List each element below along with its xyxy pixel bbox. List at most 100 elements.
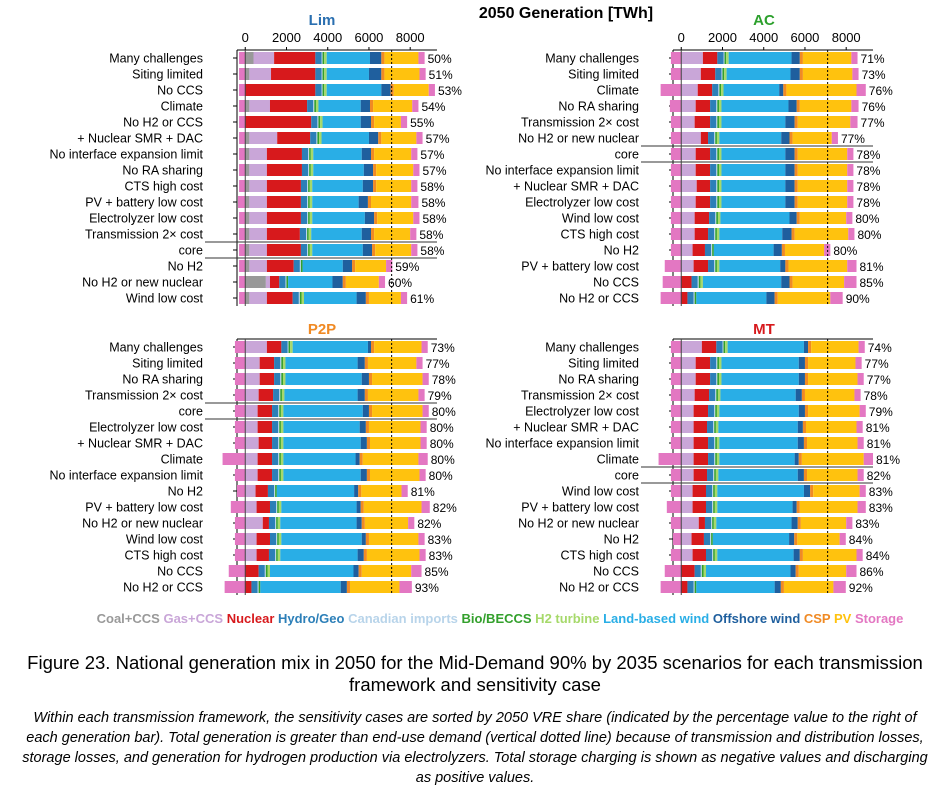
bar-segment-h2-turbine — [718, 148, 722, 160]
bar-segment-canadian-imports — [321, 84, 323, 96]
bar-segment-storage-charging — [237, 485, 246, 497]
legend-item-land-based-wind: Land-based wind — [599, 611, 709, 626]
bar-segment-nuclear — [245, 565, 259, 577]
bar-segment-canadian-imports — [278, 469, 280, 481]
bar-segment-land-based-wind — [313, 148, 362, 160]
bar-segment-csp — [794, 148, 798, 160]
bar-segment-pv — [797, 533, 840, 545]
bar-segment-bio-beccs — [281, 373, 283, 385]
bar-segment-csp — [366, 437, 370, 449]
bar-segment-offshore-wind — [798, 405, 805, 417]
bar-segment-storage — [410, 228, 417, 240]
bar-segment-nuclear — [691, 533, 704, 545]
bar-segment-canadian-imports — [274, 485, 276, 497]
bar-segment-gas-ccs — [249, 196, 267, 208]
category-label: No H2 or CCS — [559, 581, 639, 595]
bar-segment-gas-ccs — [245, 421, 258, 433]
bar-segment-storage-charging — [670, 196, 682, 208]
vre-share-label: 77% — [841, 132, 865, 146]
bar-segment-canadian-imports — [275, 549, 277, 561]
bar-segment-h2-turbine — [324, 68, 327, 80]
bar-segment-offshore-wind — [332, 276, 343, 288]
legend-item-offshore-wind: Offshore wind — [709, 611, 800, 626]
bar-segment-land-based-wind — [283, 437, 361, 449]
bar-segment-pv — [367, 357, 417, 369]
bar-segment-h2-turbine — [716, 437, 720, 449]
bar-segment-nuclear — [695, 373, 711, 385]
bar-segment-offshore-wind — [340, 581, 347, 593]
bar-segment-nuclear — [245, 581, 252, 593]
bar-segment-csp — [361, 517, 365, 529]
bar-segment-pv — [807, 469, 858, 481]
bar-segment-csp — [342, 276, 346, 288]
bar-segment-h2-turbine — [714, 501, 718, 513]
bar-segment-land-based-wind — [719, 437, 798, 449]
bar-segment-storage-charging — [670, 389, 682, 401]
generation-chart: 2050 Generation [TWh] Lim 0 2000 4000 6000 800… — [49, 5, 903, 626]
bar-segment-hydro-geo — [274, 373, 281, 385]
bar-segment-hydro-geo — [708, 405, 715, 417]
bar-segment-bio-beccs — [717, 357, 719, 369]
bar-segment-nuclear — [695, 196, 711, 208]
bar-segment-land-based-wind — [312, 196, 359, 208]
bar-segment-bio-beccs — [279, 437, 281, 449]
bar-segment-csp — [808, 341, 812, 353]
bar-segment-csp — [796, 212, 800, 224]
bar-segment-canadian-imports — [716, 164, 718, 176]
vre-share-label: 81% — [876, 453, 900, 467]
bar-segment-bio-beccs — [723, 341, 726, 353]
bar-segment-h2-turbine — [280, 453, 284, 465]
bar-segment-land-based-wind — [269, 565, 354, 577]
bar-segment-hydro-geo — [310, 132, 317, 144]
bar-segment-pv — [807, 437, 858, 449]
category-label: core — [179, 405, 203, 419]
bar-segment-offshore-wind — [355, 453, 360, 465]
bar-segment-land-based-wind — [712, 533, 790, 545]
bar-segment-storage — [416, 132, 423, 144]
category-label: No interface expansion limit — [49, 148, 203, 162]
bar-segment-bio-beccs — [711, 533, 713, 545]
bar-segment-pv — [369, 437, 421, 449]
bar-segment-nuclear — [694, 228, 709, 240]
bar-segment-canadian-imports — [298, 292, 300, 304]
bar-segment-bio-beccs — [299, 292, 302, 304]
bar-segment-storage-charging — [670, 373, 682, 385]
bar-segment-canadian-imports — [710, 533, 712, 545]
bar-segment-hydro-geo — [710, 373, 717, 385]
bar-segment-storage-charging — [660, 84, 682, 96]
bar-segment-offshore-wind — [793, 549, 800, 561]
bar-segment-hydro-geo — [273, 389, 280, 401]
vre-share-label: 85% — [860, 276, 884, 290]
bar-segment-pv — [799, 212, 847, 224]
vre-share-label: 92% — [849, 581, 873, 595]
vre-share-label: 59% — [395, 260, 419, 274]
bar-segment-storage-charging — [670, 357, 682, 369]
bar-segment-gas-ccs — [681, 357, 696, 369]
bar-segment-csp — [358, 485, 362, 497]
bar-segment-pv — [797, 164, 848, 176]
bar-segment-offshore-wind — [361, 148, 372, 160]
legend-item-canadian-imports: Canadian imports — [344, 611, 457, 626]
bar-segment-h2-turbine — [717, 212, 721, 224]
bar-segment-gas-ccs — [681, 437, 694, 449]
category-label: No H2 or CCS — [123, 116, 203, 130]
bar-segment-land-based-wind — [283, 453, 356, 465]
bar-segment-land-based-wind — [721, 196, 786, 208]
category-label: Climate — [161, 453, 203, 467]
vre-share-label: 76% — [862, 100, 886, 114]
bar-segment-storage-charging — [222, 453, 246, 465]
bar-segment-canadian-imports — [716, 100, 718, 112]
bar-segment-pv — [371, 196, 412, 208]
bar-segment-bio-beccs — [724, 52, 727, 64]
bar-segment-offshore-wind — [766, 292, 775, 304]
bar-segment-gas-ccs — [681, 405, 694, 417]
bar-segment-canadian-imports — [308, 164, 310, 176]
bar-segment-hydro-geo — [704, 244, 712, 256]
bar-segment-csp — [796, 501, 800, 513]
bar-segment-canadian-imports — [697, 276, 699, 288]
bar-segment-csp — [368, 373, 373, 385]
bar-segment-offshore-wind — [803, 341, 809, 353]
bar-segment-canadian-imports — [307, 180, 309, 192]
bar-segment-hydro-geo — [311, 116, 318, 128]
bar-segment-pv — [384, 68, 420, 80]
